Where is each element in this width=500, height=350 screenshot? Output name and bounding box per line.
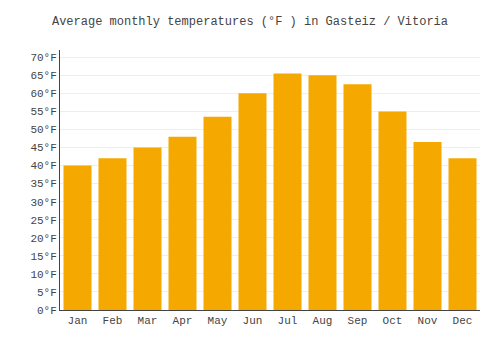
svg-text:Dec: Dec (453, 315, 473, 327)
svg-text:May: May (208, 315, 228, 327)
svg-text:35°F: 35°F (30, 178, 56, 190)
svg-text:Aug: Aug (313, 315, 333, 327)
svg-text:0°F: 0°F (37, 305, 57, 317)
svg-text:Jun: Jun (243, 315, 263, 327)
svg-text:Nov: Nov (418, 315, 438, 327)
svg-text:Feb: Feb (103, 315, 123, 327)
svg-text:Mar: Mar (138, 315, 158, 327)
svg-text:Average monthly temperatures (: Average monthly temperatures (°F ) in Ga… (52, 15, 448, 29)
svg-text:30°F: 30°F (30, 197, 56, 209)
svg-text:50°F: 50°F (30, 124, 56, 136)
svg-text:60°F: 60°F (30, 88, 56, 100)
svg-text:10°F: 10°F (30, 269, 56, 281)
svg-text:25°F: 25°F (30, 215, 56, 227)
svg-text:5°F: 5°F (37, 287, 57, 299)
svg-text:45°F: 45°F (30, 142, 56, 154)
svg-text:65°F: 65°F (30, 70, 56, 82)
svg-text:55°F: 55°F (30, 106, 56, 118)
svg-text:15°F: 15°F (30, 251, 56, 263)
svg-text:40°F: 40°F (30, 160, 56, 172)
svg-text:70°F: 70°F (30, 52, 56, 64)
svg-text:Oct: Oct (383, 315, 403, 327)
svg-text:Sep: Sep (348, 315, 368, 327)
svg-text:Jan: Jan (68, 315, 88, 327)
svg-text:20°F: 20°F (30, 233, 56, 245)
svg-text:Jul: Jul (278, 315, 298, 327)
svg-text:Apr: Apr (173, 315, 193, 327)
